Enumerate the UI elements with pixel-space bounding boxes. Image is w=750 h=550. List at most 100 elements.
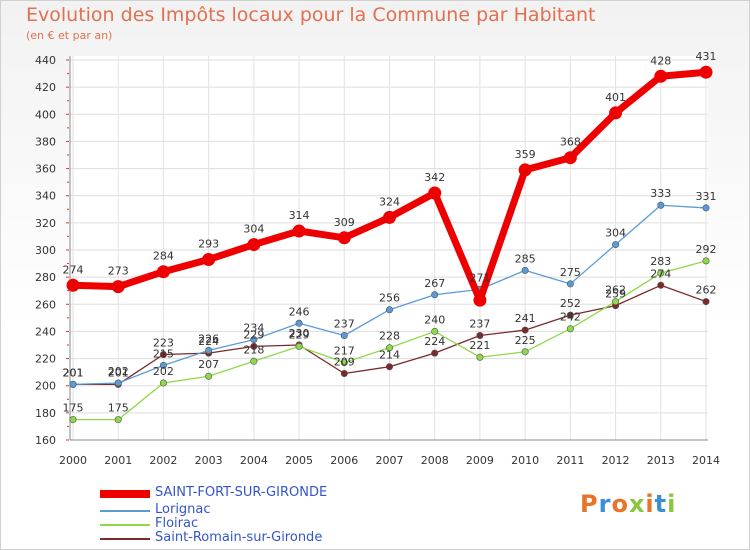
data-label: 262 (605, 284, 626, 297)
x-tick-label: 2001 (104, 454, 132, 467)
data-label: 225 (515, 334, 536, 347)
data-label: 274 (63, 263, 84, 276)
data-point (383, 210, 396, 224)
x-tick-label: 2014 (692, 454, 720, 467)
data-label: 202 (153, 365, 174, 378)
data-label: 201 (108, 366, 129, 379)
data-label: 304 (243, 223, 264, 236)
data-point (385, 306, 393, 314)
data-label: 431 (696, 50, 717, 63)
data-label: 428 (650, 54, 671, 67)
data-label: 229 (243, 328, 264, 341)
data-point (518, 163, 532, 177)
legend-swatch (100, 510, 150, 512)
data-label: 237 (334, 318, 355, 331)
data-label: 284 (153, 250, 174, 263)
data-label: 218 (243, 343, 264, 356)
x-tick-label: 2003 (195, 454, 223, 467)
data-point (476, 331, 484, 339)
data-label: 175 (63, 402, 84, 415)
legend-swatch (100, 538, 150, 540)
data-point (609, 106, 623, 120)
legend-label: Lorignac (155, 502, 211, 517)
data-point (159, 379, 167, 387)
y-tick-label: 420 (35, 81, 56, 94)
data-point (340, 369, 348, 377)
data-label: 214 (379, 349, 400, 362)
logo-letter: i (645, 490, 655, 518)
data-point (702, 298, 710, 306)
x-tick-label: 2013 (647, 454, 675, 467)
legend-label: SAINT-FORT-SUR-GIRONDE (155, 485, 328, 500)
data-label: 259 (605, 288, 626, 301)
data-point (521, 326, 529, 334)
data-point (295, 319, 303, 327)
x-tick-label: 2009 (466, 454, 494, 467)
data-point (657, 201, 665, 209)
legend-swatch (100, 490, 150, 498)
data-point (612, 241, 620, 249)
legend-swatch (100, 524, 150, 526)
logo-letter: r (598, 490, 612, 518)
y-tick-label: 220 (35, 353, 56, 366)
data-label: 221 (469, 339, 490, 352)
legend-label: Saint-Romain-sur-Gironde (155, 530, 323, 545)
data-point (612, 298, 620, 306)
data-point (114, 379, 122, 387)
x-tick-label: 2011 (556, 454, 584, 467)
data-label: 274 (650, 267, 671, 280)
x-tick-label: 2010 (511, 454, 539, 467)
y-tick-label: 240 (35, 325, 56, 338)
y-tick-label: 200 (35, 380, 56, 393)
logo-letter: i (667, 490, 677, 518)
data-point (657, 281, 665, 289)
y-tick-label: 320 (35, 217, 56, 230)
data-point (476, 353, 484, 361)
data-point (566, 280, 574, 288)
data-label: 359 (515, 148, 536, 161)
data-label: 401 (605, 91, 626, 104)
data-point (428, 186, 442, 200)
data-point (69, 380, 77, 388)
data-point (250, 342, 258, 350)
data-label: 223 (153, 337, 174, 350)
data-label: 324 (379, 195, 400, 208)
data-label: 224 (424, 335, 445, 348)
data-point (250, 357, 258, 365)
proxiti-logo: Proxiti (580, 490, 676, 518)
data-label: 275 (560, 266, 581, 279)
data-point (563, 151, 577, 165)
y-tick-label: 180 (35, 407, 56, 420)
chart-subtitle: (en € et par an) (26, 29, 113, 42)
y-tick-label: 260 (35, 298, 56, 311)
data-point (202, 253, 216, 266)
x-tick-label: 2012 (602, 454, 630, 467)
data-point (66, 278, 80, 292)
data-label: 271 (469, 271, 490, 284)
data-label: 333 (650, 187, 671, 200)
y-tick-label: 360 (35, 163, 56, 176)
data-point (473, 293, 487, 307)
data-label: 229 (289, 328, 310, 341)
data-point (702, 257, 710, 265)
data-point (340, 359, 348, 367)
data-point (159, 350, 167, 358)
data-label: 283 (650, 255, 671, 268)
data-label: 267 (424, 277, 445, 290)
data-label: 217 (334, 345, 355, 358)
data-point (111, 280, 125, 294)
data-label: 201 (63, 366, 84, 379)
data-point (385, 363, 393, 371)
data-label: 293 (198, 238, 219, 251)
data-label: 292 (696, 243, 717, 256)
data-label: 273 (108, 265, 129, 278)
data-point (431, 291, 439, 299)
data-label: 230 (289, 327, 310, 340)
data-label: 226 (198, 332, 219, 345)
data-label: 201 (63, 366, 84, 379)
data-label: 309 (334, 216, 355, 229)
data-label: 246 (289, 305, 310, 318)
y-tick-label: 300 (35, 244, 56, 257)
data-point (521, 348, 529, 356)
data-label: 242 (560, 311, 581, 324)
